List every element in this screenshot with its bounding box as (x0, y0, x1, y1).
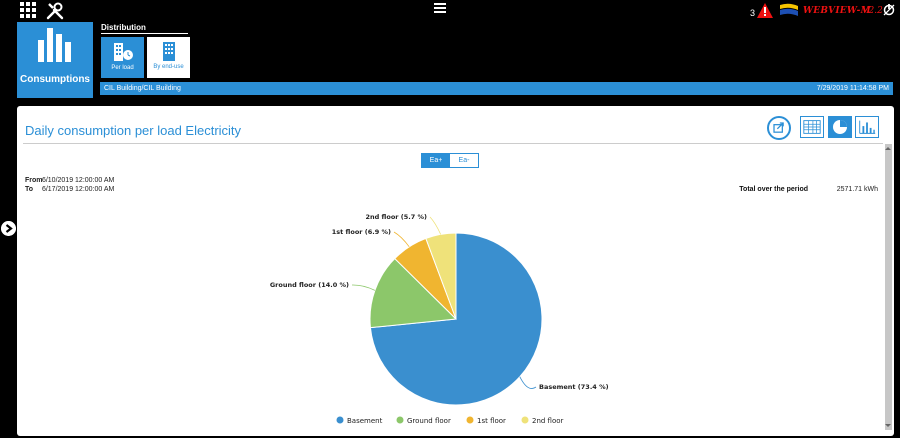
pie-view-icon[interactable] (828, 116, 852, 138)
breadcrumb-bar: CIL Building/CIL Building 7/29/2019 11:1… (100, 82, 893, 95)
legend-item[interactable]: Basement (347, 417, 383, 425)
pie-connector (351, 284, 376, 291)
pie-chart: Basement (73.4 %) Ground floor (14.0 %) 1s… (270, 213, 609, 425)
pie-connector (429, 216, 442, 235)
scroll-down-icon[interactable] (885, 424, 891, 427)
building-icon (162, 42, 175, 61)
from-label: From (25, 177, 43, 184)
scrollbar[interactable] (885, 144, 892, 430)
divider (23, 143, 883, 144)
period-from: From 6/10/2019 12:00:00 AM (25, 177, 114, 184)
from-value: 6/10/2019 12:00:00 AM (41, 177, 115, 184)
pie-data-label: Basement (73.4 %) (539, 383, 609, 391)
current-datetime: 7/29/2019 11:14:58 PM (816, 85, 889, 92)
warning-icon[interactable] (757, 3, 773, 18)
alert-count: 3 (750, 8, 756, 18)
legend-marker[interactable] (396, 416, 404, 424)
bar-view-icon[interactable] (855, 116, 879, 138)
logout-icon[interactable] (883, 4, 895, 16)
pie-connector (393, 231, 410, 248)
tools-icon[interactable] (46, 2, 64, 20)
menu-icon[interactable] (434, 3, 446, 13)
to-value: 6/17/2019 12:00:00 AM (41, 186, 115, 193)
toggle-ea-plus[interactable]: Ea+ (422, 154, 450, 167)
total-label: Total over the period (739, 186, 808, 193)
per-load-label: Per load (111, 65, 134, 71)
by-end-use-tile[interactable]: By end-use (147, 37, 190, 78)
pie-data-label: Ground floor (14.0 %) (270, 281, 349, 289)
divider (101, 33, 188, 34)
scroll-up-icon[interactable] (885, 147, 891, 150)
brand-logo (780, 3, 798, 16)
to-label: To (25, 186, 34, 193)
panel-title: Daily consumption per load Electricity (25, 123, 242, 138)
table-view-icon[interactable] (800, 116, 824, 138)
legend-item[interactable]: Ground floor (407, 417, 451, 425)
by-end-use-label: By end-use (153, 64, 184, 70)
legend-marker[interactable] (466, 416, 474, 424)
breadcrumb[interactable]: CIL Building/CIL Building (104, 85, 181, 92)
energy-toggle: Ea+ Ea- (421, 153, 479, 168)
legend-marker[interactable] (336, 416, 344, 424)
chart-panel: Daily consumption per load Electricity E… (17, 106, 894, 436)
pie-data-label: 2nd floor (5.7 %) (365, 213, 427, 221)
legend-item[interactable]: 1st floor (477, 417, 506, 425)
period-to: To 6/17/2019 12:00:00 AM (25, 186, 114, 193)
legend-marker[interactable] (521, 416, 529, 424)
toggle-ea-minus[interactable]: Ea- (450, 154, 478, 167)
building-meter-icon (113, 43, 133, 61)
consumptions-tile[interactable]: Consumptions (17, 22, 93, 98)
bar-chart-icon (38, 28, 71, 62)
brand-version: V2.2 (862, 6, 883, 16)
export-icon[interactable] (767, 116, 791, 140)
total-value: 2571.71 kWh (836, 186, 878, 193)
pie-slice-2nd-floor[interactable] (425, 232, 457, 320)
per-load-tile[interactable]: Per load (101, 37, 144, 78)
expand-sidebar-icon[interactable] (1, 221, 16, 236)
consumptions-label: Consumptions (20, 74, 90, 85)
distribution-label: Distribution (101, 23, 146, 32)
legend-item[interactable]: 2nd floor (532, 417, 564, 425)
pie-data-label: 1st floor (6.9 %) (332, 228, 391, 236)
pie-connector (519, 376, 537, 389)
brand-name: WEBVIEW-M (803, 6, 871, 16)
grid-icon[interactable] (20, 2, 36, 18)
